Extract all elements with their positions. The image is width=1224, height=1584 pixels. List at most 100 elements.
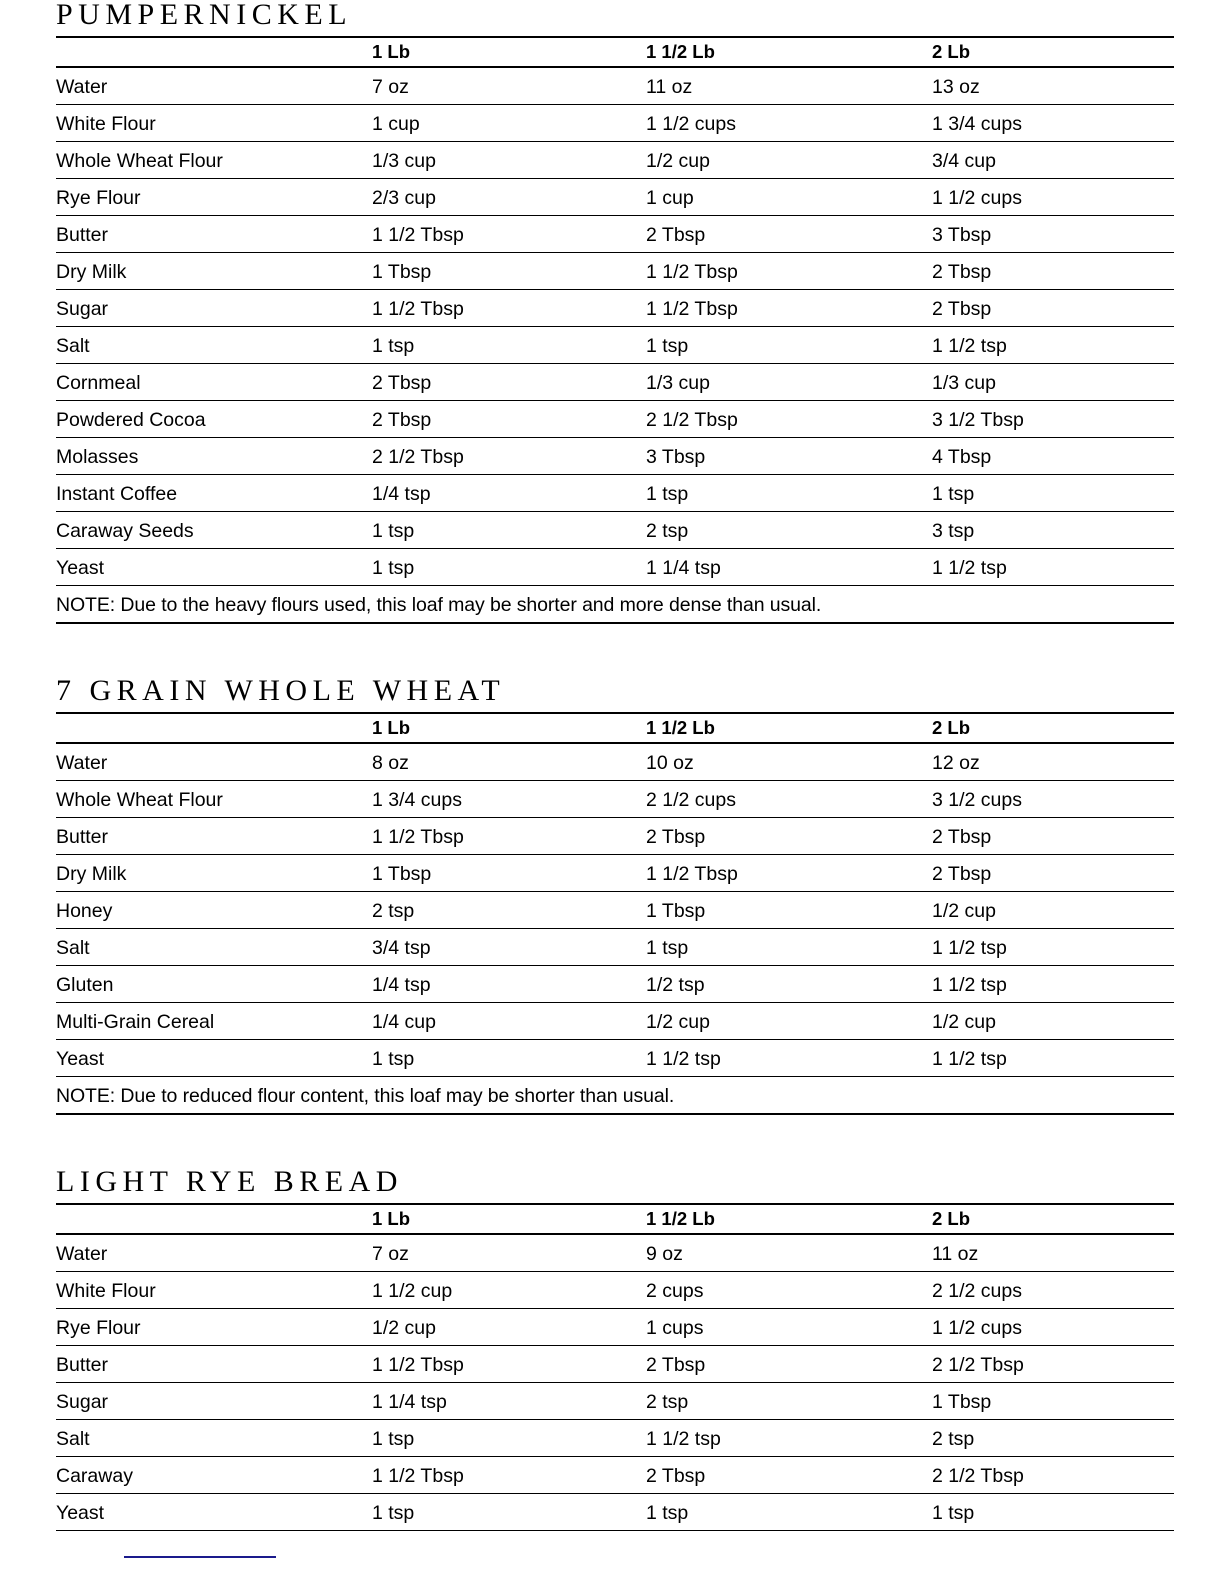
cell-ingredient: Sugar xyxy=(56,289,372,327)
table-row: Salt 1 tsp 1 1/2 tsp 2 tsp xyxy=(56,1419,1174,1457)
table-row: Rye Flour 2/3 cup 1 cup 1 1/2 cups xyxy=(56,178,1174,216)
cell-ingredient: Caraway Seeds xyxy=(56,511,372,549)
cell-1lb: 1 1/4 tsp xyxy=(372,1382,646,1420)
cell-1lb: 1 tsp xyxy=(372,511,646,549)
cell-ingredient: Powdered Cocoa xyxy=(56,400,372,438)
cell-1_5lb: 1 tsp xyxy=(646,474,932,512)
cell-1lb: 1 1/2 Tbsp xyxy=(372,289,646,327)
table-row: White Flour 1 1/2 cup 2 cups 2 1/2 cups xyxy=(56,1271,1174,1309)
table-note-row: NOTE: Due to reduced flour content, this… xyxy=(56,1076,1174,1115)
table-row: Caraway 1 1/2 Tbsp 2 Tbsp 2 1/2 Tbsp xyxy=(56,1456,1174,1494)
table-row: Butter 1 1/2 Tbsp 2 Tbsp 3 Tbsp xyxy=(56,215,1174,253)
cell-1lb: 2 Tbsp xyxy=(372,363,646,401)
cell-2lb: 1 3/4 cups xyxy=(932,104,1174,142)
table-row: Whole Wheat Flour 1 3/4 cups 2 1/2 cups 3 1… xyxy=(56,780,1174,818)
cell-1lb: 1 tsp xyxy=(372,326,646,364)
cell-2lb: 3 1/2 Tbsp xyxy=(932,400,1174,438)
cell-ingredient: Salt xyxy=(56,928,372,966)
table-note-row: NOTE: Due to the heavy flours used, this… xyxy=(56,585,1174,624)
cell-ingredient: Butter xyxy=(56,215,372,253)
cell-1lb: 2/3 cup xyxy=(372,178,646,216)
cell-ingredient: Honey xyxy=(56,891,372,929)
cell-1lb: 1 1/2 Tbsp xyxy=(372,1345,646,1383)
table-row: Whole Wheat Flour 1/3 cup 1/2 cup 3/4 cup xyxy=(56,141,1174,179)
cell-ingredient: Water xyxy=(56,67,372,105)
cell-2lb: 3 tsp xyxy=(932,511,1174,549)
table-row: Water 7 oz 11 oz 13 oz xyxy=(56,67,1174,105)
cell-2lb: 2 Tbsp xyxy=(932,289,1174,327)
recipe-sheet: PUMPERNICKEL 1 Lb 1 1/2 Lb 2 Lb Water 7 o… xyxy=(56,0,1174,1531)
cell-ingredient: Butter xyxy=(56,1345,372,1383)
table-row: Yeast 1 tsp 1 1/4 tsp 1 1/2 tsp xyxy=(56,548,1174,586)
table-row: Water 7 oz 9 oz 11 oz xyxy=(56,1234,1174,1272)
cell-ingredient: Molasses xyxy=(56,437,372,475)
column-header-1lb: 1 Lb xyxy=(372,712,646,744)
footer-divider-rule xyxy=(124,1556,276,1558)
cell-1_5lb: 1/3 cup xyxy=(646,363,932,401)
section-spacer xyxy=(56,624,1174,676)
cell-ingredient: White Flour xyxy=(56,1271,372,1309)
table-row: Multi-Grain Cereal 1/4 cup 1/2 cup 1/2 cup xyxy=(56,1002,1174,1040)
recipe-title: PUMPERNICKEL xyxy=(56,0,353,31)
table-row: Dry Milk 1 Tbsp 1 1/2 Tbsp 2 Tbsp xyxy=(56,252,1174,290)
cell-1lb: 3/4 tsp xyxy=(372,928,646,966)
cell-ingredient: Butter xyxy=(56,817,372,855)
cell-2lb: 2 1/2 Tbsp xyxy=(932,1456,1174,1494)
cell-2lb: 1 1/2 tsp xyxy=(932,1039,1174,1077)
table-row: Yeast 1 tsp 1 tsp 1 tsp xyxy=(56,1493,1174,1531)
cell-1_5lb: 2 1/2 cups xyxy=(646,780,932,818)
cell-1_5lb: 1 1/2 Tbsp xyxy=(646,252,932,290)
column-header-1_5lb: 1 1/2 Lb xyxy=(646,1203,932,1235)
cell-ingredient: Dry Milk xyxy=(56,854,372,892)
cell-1_5lb: 1 1/2 tsp xyxy=(646,1419,932,1457)
cell-1lb: 1 1/2 Tbsp xyxy=(372,215,646,253)
table-header: 1 Lb 1 1/2 Lb 2 Lb xyxy=(56,1203,1174,1235)
cell-2lb: 1 Tbsp xyxy=(932,1382,1174,1420)
column-header-2lb: 2 Lb xyxy=(932,1203,1174,1235)
table-row: Caraway Seeds 1 tsp 2 tsp 3 tsp xyxy=(56,511,1174,549)
column-header-ingredient xyxy=(56,1203,372,1235)
cell-ingredient: White Flour xyxy=(56,104,372,142)
cell-ingredient: Rye Flour xyxy=(56,178,372,216)
table-row: Butter 1 1/2 Tbsp 2 Tbsp 2 Tbsp xyxy=(56,817,1174,855)
recipe-table: 1 Lb 1 1/2 Lb 2 Lb Water 7 oz 11 oz 13 oz W… xyxy=(56,36,1174,624)
cell-1_5lb: 1 1/4 tsp xyxy=(646,548,932,586)
cell-1lb: 1 tsp xyxy=(372,548,646,586)
cell-ingredient: Water xyxy=(56,743,372,781)
table-row: Gluten 1/4 tsp 1/2 tsp 1 1/2 tsp xyxy=(56,965,1174,1003)
cell-1_5lb: 1 tsp xyxy=(646,928,932,966)
cell-1lb: 2 Tbsp xyxy=(372,400,646,438)
cell-1lb: 1 tsp xyxy=(372,1493,646,1531)
table-row: Butter 1 1/2 Tbsp 2 Tbsp 2 1/2 Tbsp xyxy=(56,1345,1174,1383)
cell-1_5lb: 1 tsp xyxy=(646,326,932,364)
table-header: 1 Lb 1 1/2 Lb 2 Lb xyxy=(56,712,1174,744)
cell-2lb: 11 oz xyxy=(932,1234,1174,1272)
cell-2lb: 2 Tbsp xyxy=(932,854,1174,892)
cell-1lb: 1 1/2 cup xyxy=(372,1271,646,1309)
table-row: Salt 3/4 tsp 1 tsp 1 1/2 tsp xyxy=(56,928,1174,966)
recipe-section-7-grain-whole-wheat: 7 GRAIN WHOLE WHEAT 1 Lb 1 1/2 Lb 2 Lb W… xyxy=(56,676,1174,1115)
cell-2lb: 1/2 cup xyxy=(932,1002,1174,1040)
table-header-row: 1 Lb 1 1/2 Lb 2 Lb xyxy=(56,36,1174,68)
cell-1_5lb: 2 cups xyxy=(646,1271,932,1309)
recipe-table: 1 Lb 1 1/2 Lb 2 Lb Water 7 oz 9 oz 11 oz Wh… xyxy=(56,1203,1174,1531)
cell-1_5lb: 1 1/2 Tbsp xyxy=(646,289,932,327)
cell-1_5lb: 9 oz xyxy=(646,1234,932,1272)
column-header-1lb: 1 Lb xyxy=(372,1203,646,1235)
table-header-row: 1 Lb 1 1/2 Lb 2 Lb xyxy=(56,712,1174,744)
recipe-section-light-rye-bread: LIGHT RYE BREAD 1 Lb 1 1/2 Lb 2 Lb Water… xyxy=(56,1167,1174,1531)
cell-2lb: 1 1/2 tsp xyxy=(932,928,1174,966)
table-row: Sugar 1 1/2 Tbsp 1 1/2 Tbsp 2 Tbsp xyxy=(56,289,1174,327)
recipe-note: NOTE: Due to reduced flour content, this… xyxy=(56,1076,1174,1115)
cell-1_5lb: 2 tsp xyxy=(646,1382,932,1420)
table-row: Water 8 oz 10 oz 12 oz xyxy=(56,743,1174,781)
cell-1_5lb: 11 oz xyxy=(646,67,932,105)
cell-2lb: 2 Tbsp xyxy=(932,817,1174,855)
cell-ingredient: Salt xyxy=(56,1419,372,1457)
cell-1_5lb: 1 tsp xyxy=(646,1493,932,1531)
cell-ingredient: Dry Milk xyxy=(56,252,372,290)
cell-1lb: 2 1/2 Tbsp xyxy=(372,437,646,475)
cell-1lb: 1 tsp xyxy=(372,1419,646,1457)
cell-1lb: 1 cup xyxy=(372,104,646,142)
